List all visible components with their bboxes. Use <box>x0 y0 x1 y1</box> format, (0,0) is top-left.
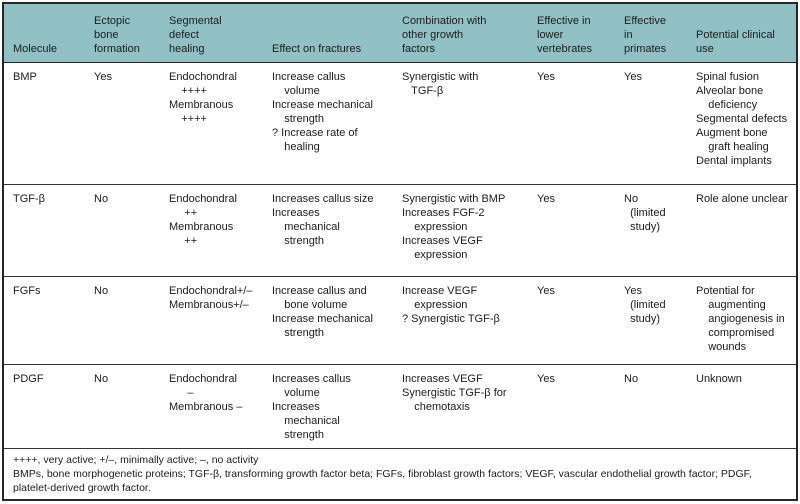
cell-pdgf-fractures: Increases callus volume Increases mechan… <box>272 372 351 441</box>
cell-fgfs-clinical-use: Potential for augmenting angiogenesis in… <box>696 284 785 353</box>
column-header-segmental-defect-healing: Segmental defect healing <box>160 3 263 63</box>
column-header-effect-on-fractures: Effect on fractures <box>263 3 393 63</box>
cell-tgf-beta-segmental: Endochondral ++ Membranous ++ <box>169 192 237 247</box>
cell-tgf-beta-molecule: TGF-β <box>13 192 45 205</box>
table-header: Molecule Ectopic bone formation Segmenta… <box>3 3 797 63</box>
cell-bmp-molecule: BMP <box>13 70 37 83</box>
cell-pdgf-lower-vertebrates: Yes <box>537 372 555 385</box>
column-header-effective-lower-vertebrates: Effective in lower vertebrates <box>528 3 615 63</box>
cell-fgfs-molecule: FGFs <box>13 284 41 297</box>
cell-fgfs-segmental: Endochondral+/– Membranous+/– <box>169 284 253 311</box>
cell-pdgf-primates: No <box>624 372 639 385</box>
table-body: BMP Yes Endochondral ++++ Membranous +++… <box>3 62 797 448</box>
column-header-combination-growth-factors: Combination with other growth factors <box>393 3 528 63</box>
header-row: Molecule Ectopic bone formation Segmenta… <box>3 3 797 63</box>
cell-tgf-beta-ectopic: No <box>94 192 109 205</box>
cell-pdgf-clinical-use: Unknown <box>696 372 742 385</box>
cell-fgfs-ectopic: No <box>94 284 109 297</box>
footnote-cell: ++++, very active; +/–, minimally active… <box>3 447 797 500</box>
column-header-potential-clinical-use: Potential clinical use <box>687 3 797 63</box>
table-row-pdgf: PDGF No Endochondral – Membranous – Incr… <box>3 364 797 448</box>
cell-tgf-beta-primates: No (limited study) <box>624 192 666 233</box>
column-header-ectopic-bone-formation: Ectopic bone formation <box>85 3 160 63</box>
cell-bmp-fractures: Increase callus volume Increase mechanic… <box>272 70 373 153</box>
table-row-tgf-beta: TGF-β No Endochondral ++ Membranous ++ I… <box>3 184 797 276</box>
cell-pdgf-combination: Increases VEGF Synergistic TGF-β for che… <box>402 372 507 413</box>
column-header-effective-in-primates: Effective in primates <box>615 3 687 63</box>
table-row-fgfs: FGFs No Endochondral+/– Membranous+/– In… <box>3 276 797 364</box>
cell-fgfs-lower-vertebrates: Yes <box>537 284 555 297</box>
column-header-molecule: Molecule <box>3 3 85 63</box>
cell-tgf-beta-clinical-use: Role alone unclear <box>696 192 788 205</box>
footnote-activity-key: ++++, very active; +/–, minimally active… <box>13 453 259 466</box>
cell-bmp-ectopic: Yes <box>94 70 112 83</box>
table-footnotes: ++++, very active; +/–, minimally active… <box>3 447 797 500</box>
cell-bmp-clinical-use: Spinal fusion Alveolar bone deficiency S… <box>696 70 788 167</box>
cell-fgfs-primates: Yes (limited study) <box>624 284 666 325</box>
footnote-row: ++++, very active; +/–, minimally active… <box>3 447 797 500</box>
cell-bmp-primates: Yes <box>624 70 642 83</box>
footnote-abbreviations: BMPs, bone morphogenetic proteins; TGF-β… <box>13 467 752 494</box>
cell-pdgf-segmental: Endochondral – Membranous – <box>169 372 243 413</box>
cell-fgfs-combination: Increase VEGF expression ? Synergistic T… <box>402 284 500 325</box>
cell-bmp-combination: Synergistic with TGF-β <box>402 70 479 97</box>
cell-bmp-lower-vertebrates: Yes <box>537 70 555 83</box>
cell-pdgf-molecule: PDGF <box>13 372 44 385</box>
cell-tgf-beta-lower-vertebrates: Yes <box>537 192 555 205</box>
cell-tgf-beta-fractures: Increases callus size Increases mechanic… <box>272 192 374 247</box>
cell-tgf-beta-combination: Synergistic with BMP Increases FGF-2 exp… <box>402 192 506 261</box>
cell-fgfs-fractures: Increase callus and bone volume Increase… <box>272 284 373 339</box>
cell-bmp-segmental: Endochondral ++++ Membranous ++++ <box>169 70 237 125</box>
cell-pdgf-ectopic: No <box>94 372 109 385</box>
table-row-bmp: BMP Yes Endochondral ++++ Membranous +++… <box>3 62 797 184</box>
